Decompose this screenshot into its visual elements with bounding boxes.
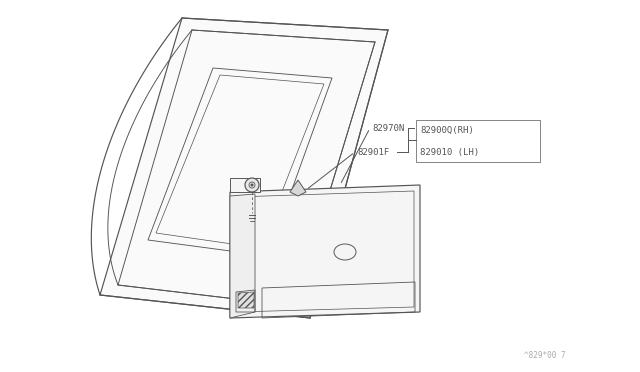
Polygon shape [290,180,306,196]
Text: 82901F: 82901F [357,148,389,157]
Polygon shape [100,18,388,318]
Text: 82970N: 82970N [372,124,404,132]
Polygon shape [238,292,254,308]
Text: ^829*00 7: ^829*00 7 [524,350,566,359]
Circle shape [245,178,259,192]
Polygon shape [230,194,255,318]
Circle shape [250,183,253,186]
Text: 829010 (LH): 829010 (LH) [420,148,479,157]
Polygon shape [230,185,420,318]
Polygon shape [230,178,260,192]
Text: 82900Q(RH): 82900Q(RH) [420,125,474,135]
